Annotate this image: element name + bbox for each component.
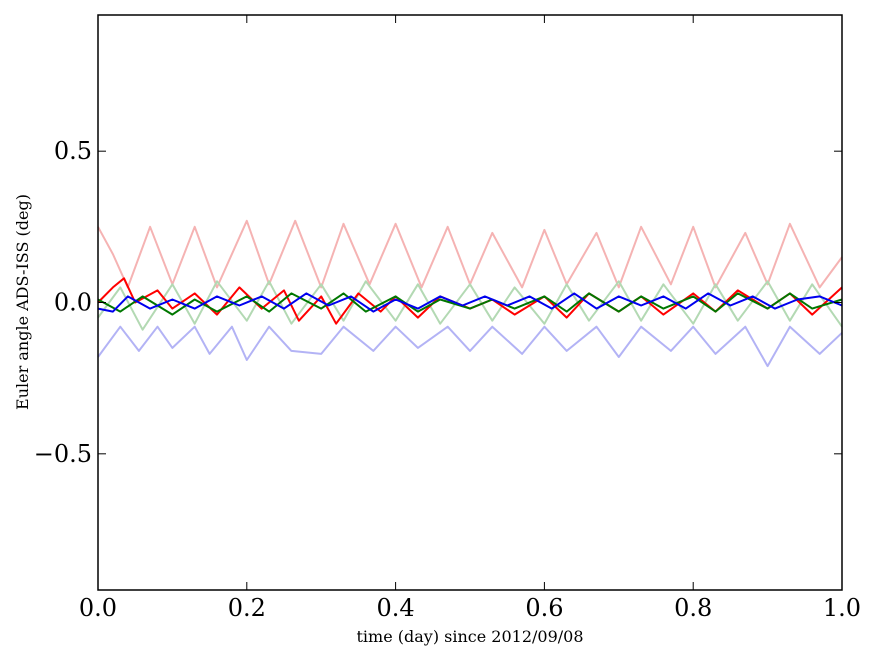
x-tick-label: 0.6 <box>525 594 563 622</box>
series-layer <box>97 219 843 368</box>
x-tick-label: 1.0 <box>823 594 861 622</box>
series-line-2 <box>97 325 843 368</box>
plot-frame <box>97 14 843 591</box>
ticks-layer: 0.0 0.2 0.4 0.6 0.8 1.0 −0.5 0.0 0.5 <box>34 15 861 622</box>
series-line-4 <box>97 292 843 316</box>
y-axis-label: Euler angle ADS-ISS (deg) <box>13 194 32 410</box>
x-tick-label: 0.8 <box>674 594 712 622</box>
x-tick-label: 0.0 <box>79 594 117 622</box>
y-tick-label: 0.5 <box>54 137 92 165</box>
x-axis-label: time (day) since 2012/09/08 <box>356 627 583 646</box>
y-tick-label: 0.0 <box>54 289 92 317</box>
series-line-0 <box>97 219 843 289</box>
x-tick-label: 0.4 <box>377 594 415 622</box>
series-line-5 <box>97 292 843 313</box>
y-tick-label: −0.5 <box>34 440 92 468</box>
series-line-1 <box>97 280 843 331</box>
x-tick-label: 0.2 <box>228 594 266 622</box>
